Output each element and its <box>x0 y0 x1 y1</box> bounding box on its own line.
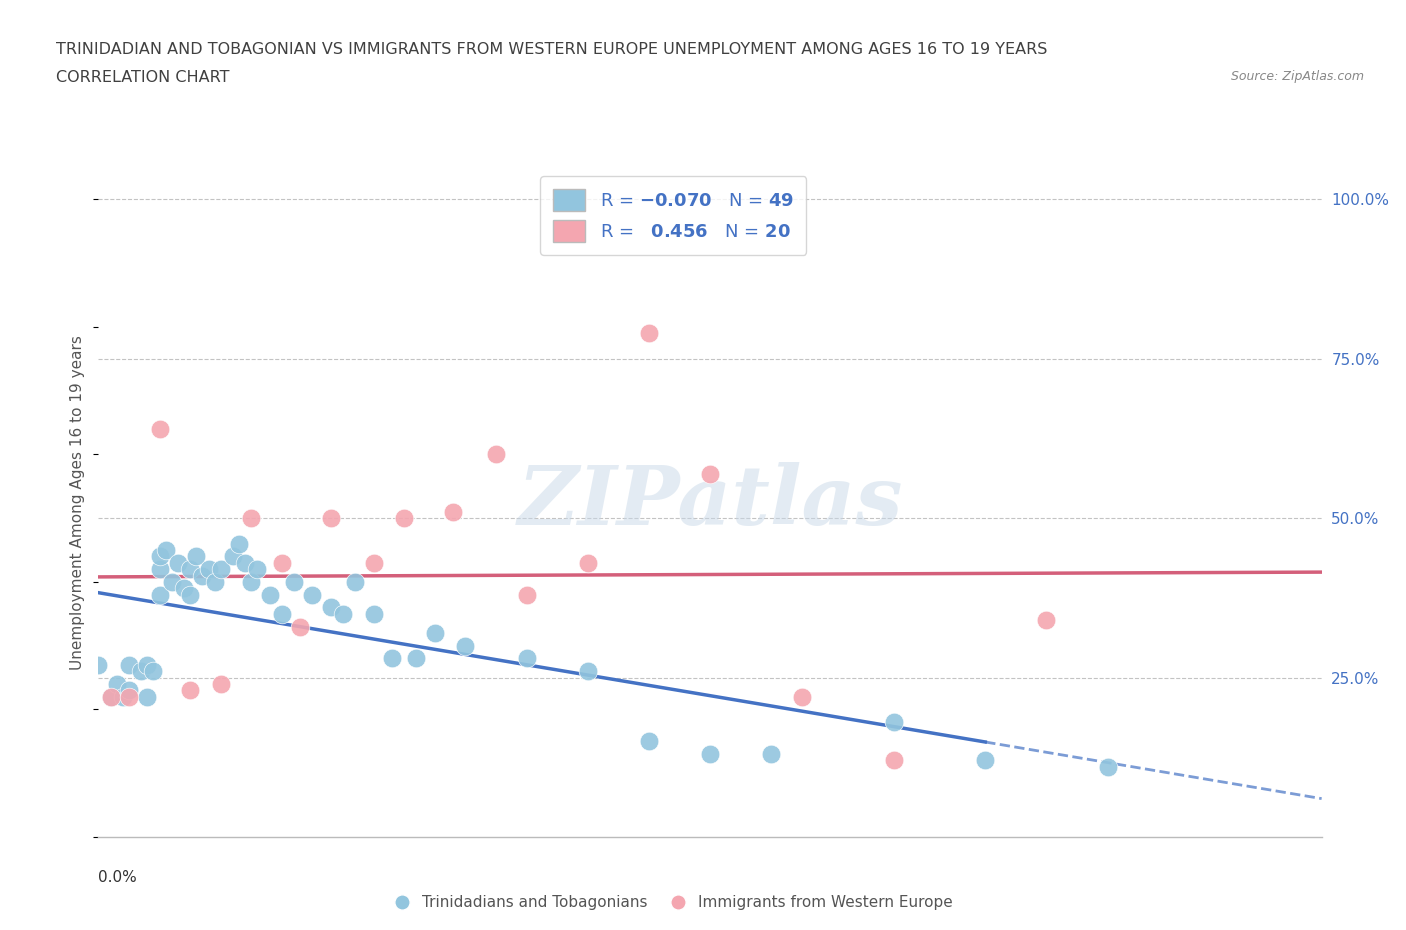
Point <box>179 587 201 602</box>
Point <box>270 555 292 570</box>
Point <box>105 676 128 691</box>
Point <box>576 555 599 570</box>
Point <box>1097 760 1119 775</box>
Point <box>160 575 183 590</box>
Point <box>197 562 219 577</box>
Point <box>1035 613 1057 628</box>
Point <box>454 638 477 653</box>
Point <box>576 664 599 679</box>
Point <box>301 587 323 602</box>
Point <box>240 511 263 525</box>
Point <box>100 689 122 704</box>
Point <box>974 753 997 768</box>
Point <box>883 753 905 768</box>
Point <box>209 676 232 691</box>
Point <box>363 606 385 621</box>
Point <box>233 555 256 570</box>
Point <box>179 562 201 577</box>
Point <box>441 504 464 519</box>
Point <box>699 466 721 481</box>
Point <box>405 651 427 666</box>
Point <box>222 549 245 564</box>
Point <box>363 555 385 570</box>
Point <box>167 555 190 570</box>
Point <box>111 689 134 704</box>
Point <box>790 689 813 704</box>
Point <box>136 689 159 704</box>
Point <box>100 689 122 704</box>
Point <box>149 421 172 436</box>
Y-axis label: Unemployment Among Ages 16 to 19 years: Unemployment Among Ages 16 to 19 years <box>70 335 86 670</box>
Point <box>209 562 232 577</box>
Point <box>246 562 269 577</box>
Text: TRINIDADIAN AND TOBAGONIAN VS IMMIGRANTS FROM WESTERN EUROPE UNEMPLOYMENT AMONG : TRINIDADIAN AND TOBAGONIAN VS IMMIGRANTS… <box>56 42 1047 57</box>
Point <box>191 568 214 583</box>
Point <box>136 658 159 672</box>
Point <box>699 747 721 762</box>
Text: 0.0%: 0.0% <box>98 870 138 885</box>
Point <box>259 587 281 602</box>
Point <box>179 683 201 698</box>
Point <box>87 658 110 672</box>
Point <box>118 689 141 704</box>
Point <box>290 619 312 634</box>
Point <box>759 747 782 762</box>
Point <box>118 683 141 698</box>
Point <box>118 658 141 672</box>
Point <box>485 447 508 462</box>
Point <box>228 537 250 551</box>
Point <box>516 651 538 666</box>
Point <box>392 511 416 525</box>
Point <box>129 664 152 679</box>
Point <box>319 600 342 615</box>
Text: Source: ZipAtlas.com: Source: ZipAtlas.com <box>1230 70 1364 83</box>
Point <box>149 562 172 577</box>
Point <box>283 575 305 590</box>
Point <box>883 715 905 730</box>
Point <box>204 575 226 590</box>
Point <box>516 587 538 602</box>
Point <box>270 606 292 621</box>
Text: ZIPatlas: ZIPatlas <box>517 462 903 542</box>
Point <box>637 734 661 749</box>
Point <box>240 575 263 590</box>
Point <box>142 664 165 679</box>
Legend: Trinidadians and Tobagonians, Immigrants from Western Europe: Trinidadians and Tobagonians, Immigrants… <box>388 889 959 916</box>
Point <box>332 606 354 621</box>
Point <box>423 626 446 641</box>
Point <box>319 511 342 525</box>
Point <box>149 549 172 564</box>
Point <box>149 587 172 602</box>
Text: CORRELATION CHART: CORRELATION CHART <box>56 70 229 85</box>
Point <box>173 581 195 596</box>
Point <box>186 549 208 564</box>
Point <box>381 651 404 666</box>
Point <box>155 542 177 557</box>
Point <box>344 575 367 590</box>
Point <box>637 326 661 340</box>
